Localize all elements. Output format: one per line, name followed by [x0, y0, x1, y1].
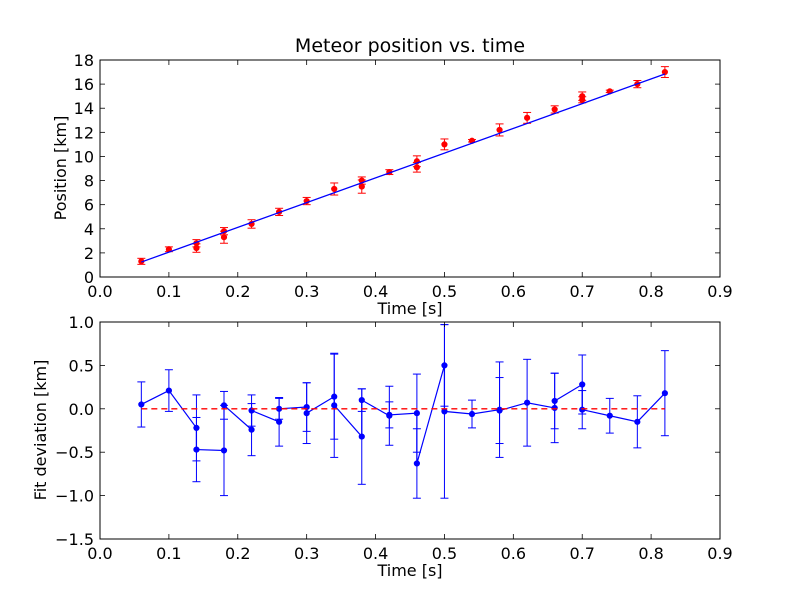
position-data-point: [441, 141, 448, 148]
deviation-data-point: [413, 460, 420, 467]
deviation-data-point: [579, 406, 586, 413]
deviation-x-tick-label: 0.6: [501, 544, 526, 563]
deviation-data-point: [441, 408, 448, 415]
position-x-tick-label: 0.3: [294, 282, 319, 301]
deviation-data-point: [138, 401, 145, 408]
position-x-tick-label: 0.9: [707, 282, 732, 301]
position-plot-area: [137, 66, 669, 265]
position-y-tick-label: 12: [74, 123, 94, 142]
position-data-point: [661, 68, 668, 76]
deviation-data-point: [220, 447, 228, 454]
position-x-tick-label: 0.4: [363, 282, 388, 301]
deviation-x-tick-label: 0.8: [638, 544, 663, 563]
deviation-y-tick-label: −0.5: [55, 443, 94, 462]
position-x-tick-label: 0.0: [87, 282, 112, 301]
deviation-x-axis-label: Time [s]: [376, 561, 442, 580]
position-data-point: [413, 164, 420, 171]
deviation-data-point: [551, 397, 558, 405]
deviation-data-point: [276, 418, 283, 425]
deviation-data-point: [248, 426, 255, 433]
position-y-tick-label: 2: [84, 244, 94, 263]
position-y-tick-label: 10: [74, 147, 94, 166]
deviation-data-point: [220, 402, 228, 409]
deviation-y-tick-label: 0.5: [69, 356, 94, 375]
position-y-tick-label: 14: [74, 99, 94, 118]
deviation-data-point: [606, 412, 613, 419]
position-data-point: [496, 126, 503, 134]
position-axes-frame: [99, 59, 721, 278]
deviation-x-tick-label: 0.5: [432, 544, 457, 563]
deviation-y-tick-label: 1.0: [69, 313, 94, 332]
position-x-tick-label: 0.1: [156, 282, 181, 301]
deviation-chart: 0.0 0.1 0.2 0.3 0.4 0.5 0.6 0.7 0.8 0.9 −1.5−1.0−…: [31, 313, 733, 580]
deviation-x-tick-label: 0.2: [225, 544, 250, 563]
position-x-tick-label: 0.7: [569, 282, 594, 301]
deviation-x-tick-label: 0.4: [363, 544, 388, 563]
position-y-tick-label: 18: [74, 51, 94, 70]
deviation-y-ticks: −1.5 −1.0 −0.5 0.0 0.5 1.0: [55, 313, 720, 549]
position-y-tick-label: 0: [84, 268, 94, 287]
position-data-point: [220, 234, 228, 241]
position-x-axis-label: Time [s]: [376, 299, 442, 318]
position-x-tick-label: 0.8: [638, 282, 663, 301]
deviation-data-point: [193, 446, 200, 453]
position-x-ticks: 0.0 0.1 0.2 0.3 0.4 0.5 0.6 0.7 0.8 0.9: [87, 60, 733, 301]
deviation-x-tick-label: 0.0: [87, 544, 112, 563]
deviation-data-point: [358, 397, 365, 404]
position-x-tick-label: 0.6: [501, 282, 526, 301]
position-chart-title: Meteor position vs. time: [295, 35, 525, 57]
deviation-x-tick-label: 0.1: [156, 544, 181, 563]
deviation-data-point: [468, 410, 476, 418]
deviation-data-point: [634, 418, 641, 425]
position-y-ticks: 0 2 4 6 8 10 12 14 16 18: [74, 51, 720, 287]
position-data-point: [331, 185, 338, 193]
deviation-data-point: [496, 407, 503, 414]
deviation-data-point: [303, 410, 310, 417]
position-chart: Meteor position vs. time 0.0 0.1 0.2 0.3 0.4…: [51, 35, 733, 318]
deviation-x-ticks: 0.0 0.1 0.2 0.3 0.4 0.5 0.6 0.7 0.8 0.9: [87, 322, 733, 563]
deviation-x-tick-label: 0.7: [569, 544, 594, 563]
deviation-y-tick-label: 0.0: [69, 400, 94, 419]
position-y-axis-label: Position [km]: [51, 116, 70, 221]
position-y-tick-label: 4: [84, 220, 94, 239]
deviation-data-point: [386, 411, 393, 418]
position-fit-line: [141, 73, 666, 263]
deviation-y-tick-label: −1.0: [55, 487, 94, 506]
deviation-x-tick-label: 0.9: [707, 544, 732, 563]
position-x-tick-label: 0.2: [225, 282, 250, 301]
deviation-y-axis-label: Fit deviation [km]: [31, 360, 50, 501]
position-x-tick-label: 0.5: [432, 282, 457, 301]
deviation-data-point: [413, 410, 420, 417]
position-y-tick-label: 6: [84, 196, 94, 215]
deviation-x-tick-label: 0.3: [294, 544, 319, 563]
position-data-point: [579, 96, 586, 103]
position-data-point: [524, 114, 531, 121]
deviation-data-point: [331, 402, 338, 409]
deviation-data-point: [524, 399, 531, 406]
position-y-tick-label: 8: [84, 172, 94, 191]
deviation-y-tick-label: −1.5: [55, 530, 94, 549]
position-y-tick-label: 16: [74, 75, 94, 94]
position-data-point: [358, 183, 365, 190]
deviation-data-point: [661, 390, 668, 397]
deviation-plot-area: [137, 324, 669, 499]
deviation-data-point: [579, 381, 586, 388]
deviation-data-point: [165, 387, 172, 394]
deviation-data-point: [358, 433, 365, 440]
position-data-point: [193, 244, 200, 252]
position-data-point: [551, 106, 558, 113]
deviation-axes-frame: [99, 321, 721, 540]
deviation-deviation-line: [141, 365, 666, 464]
